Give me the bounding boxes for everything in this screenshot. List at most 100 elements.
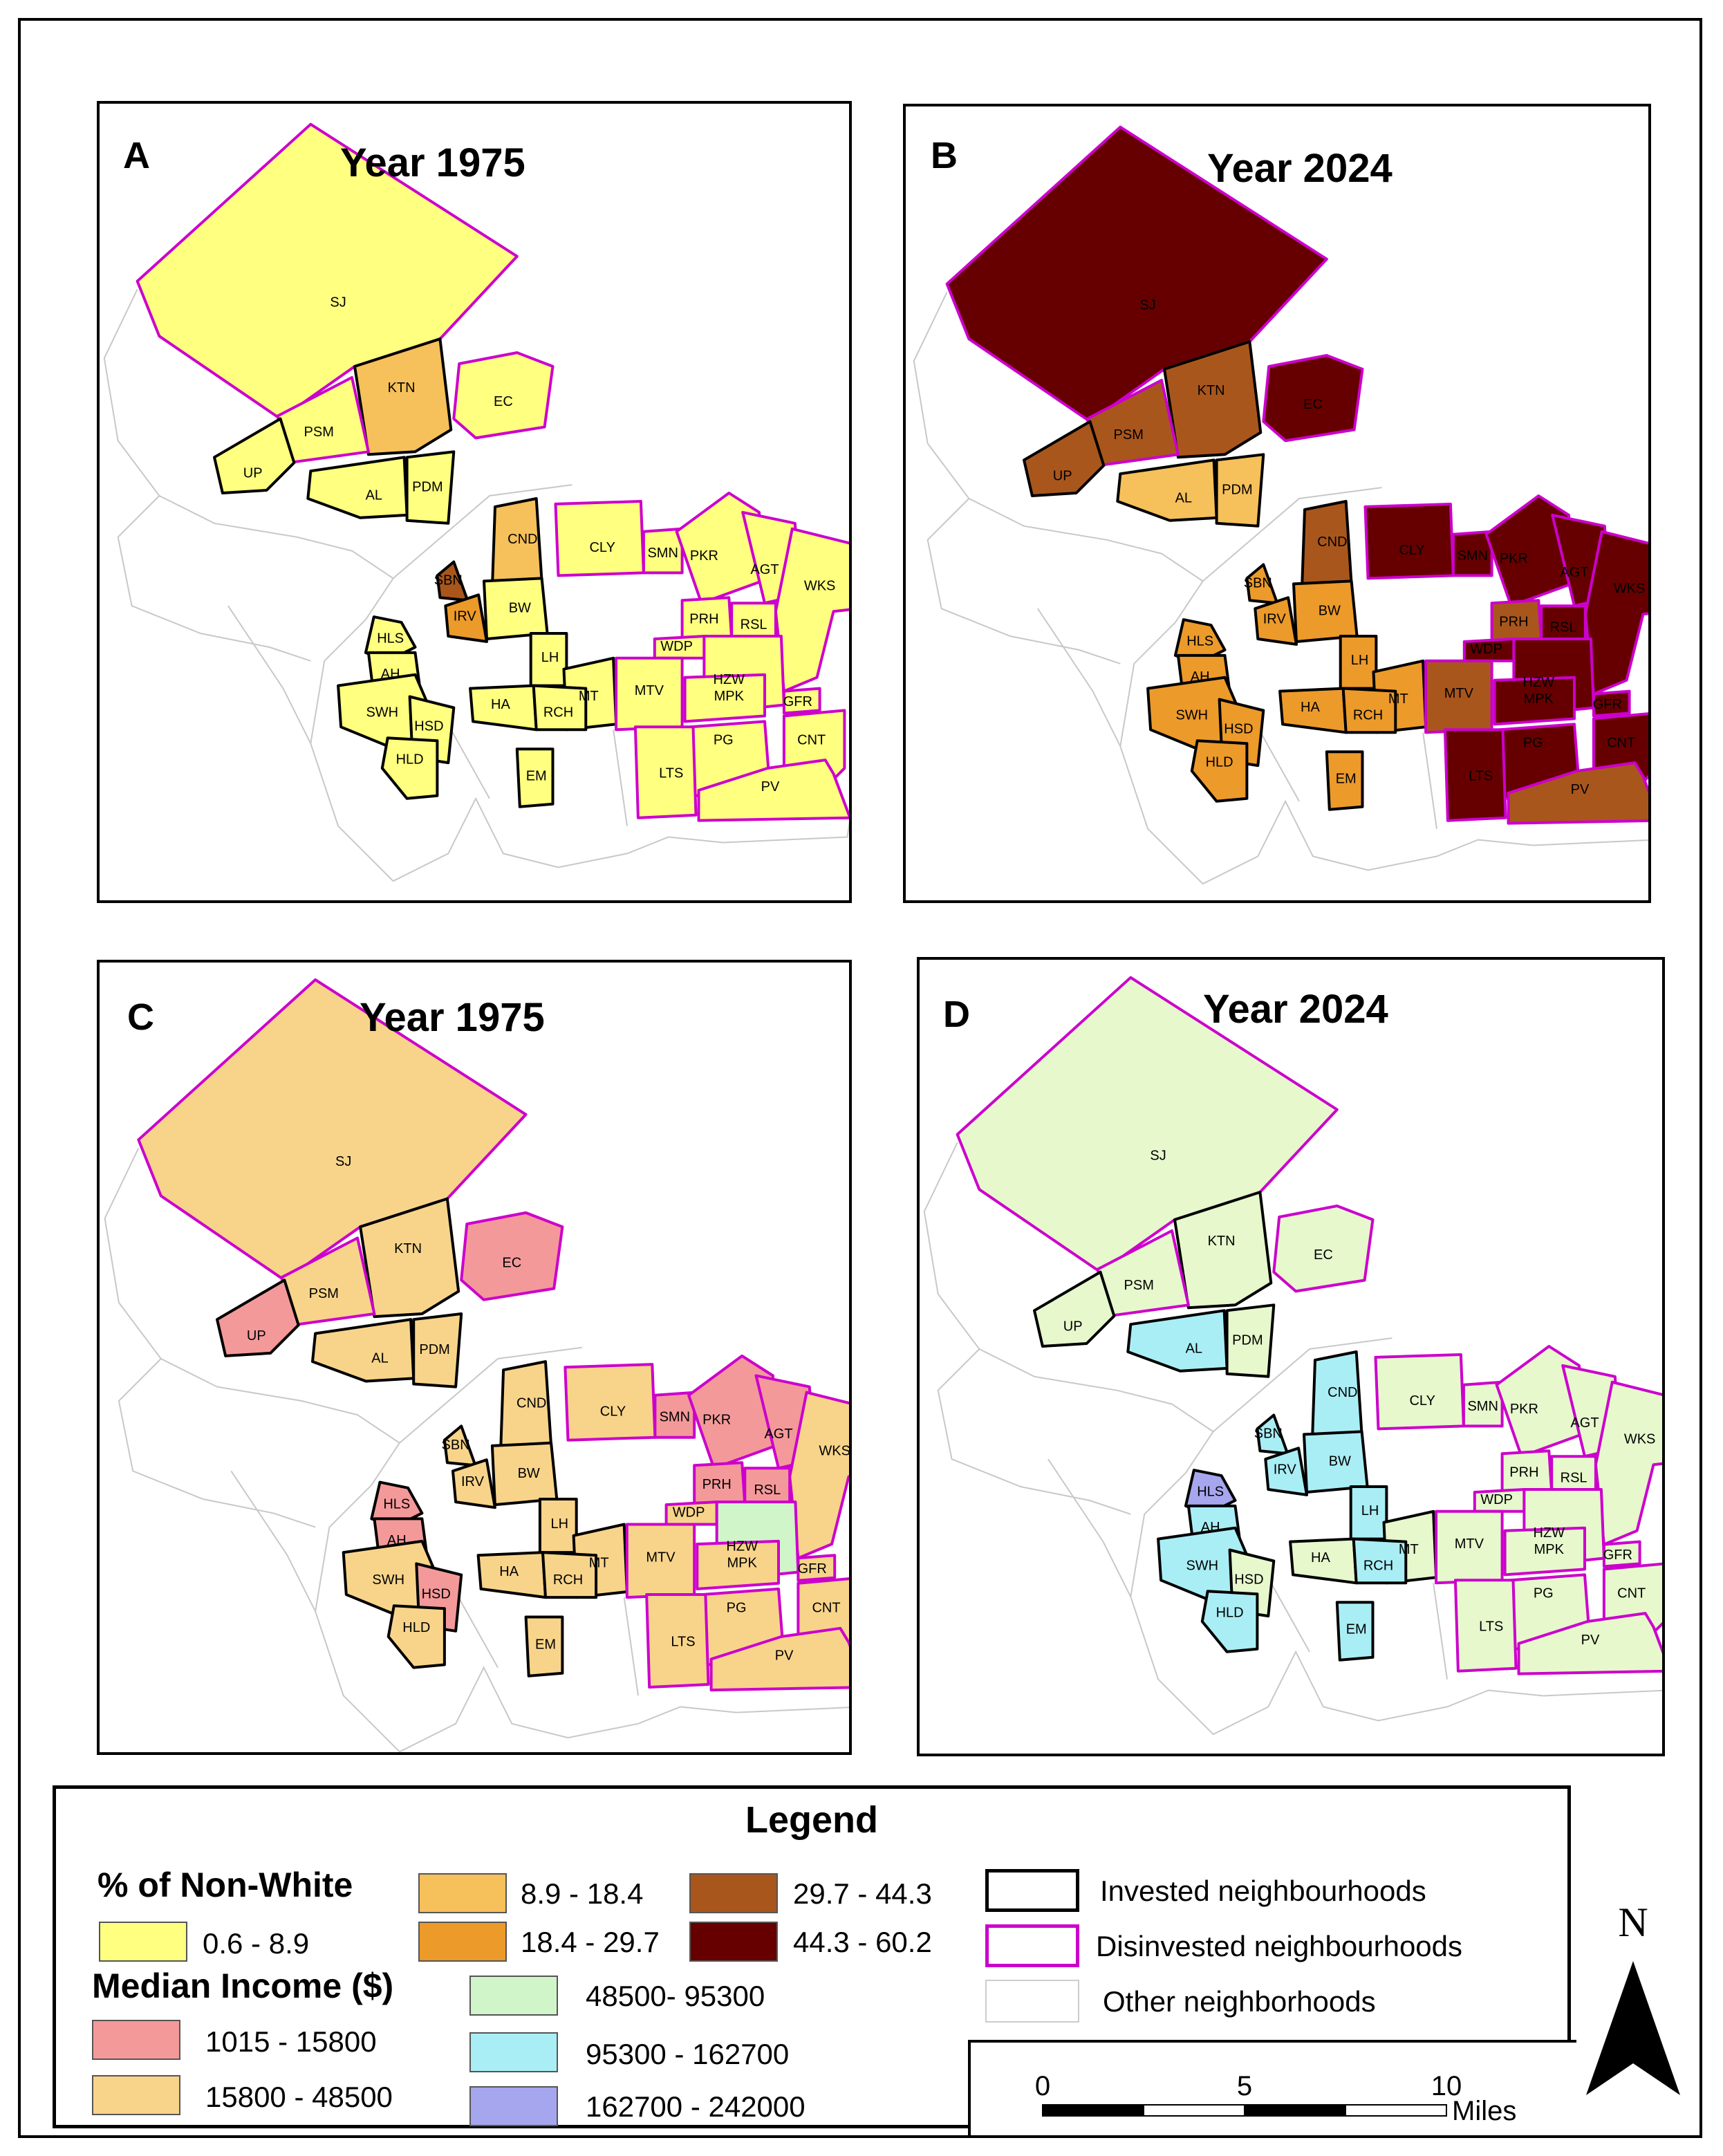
neighborhood-label-rch: RCH bbox=[1353, 708, 1383, 723]
neighborhood-label-ha: HA bbox=[499, 1564, 519, 1579]
invested-outline-label: Invested neighbourhoods bbox=[1100, 1875, 1426, 1907]
scale-tick-2: 10 bbox=[1431, 2071, 1462, 2101]
neighborhood-label-lh: LH bbox=[541, 650, 559, 665]
neighborhood-label-prh: PRH bbox=[1499, 614, 1528, 629]
income-heading: Median Income ($) bbox=[92, 1967, 394, 2005]
nonwhite-label-4: 44.3 - 60.2 bbox=[793, 1926, 932, 1958]
neighborhood-label-rsl: RSL bbox=[1550, 620, 1577, 635]
neighborhood-label-lh: LH bbox=[1361, 1503, 1379, 1518]
neighborhood-label-hsd: HSD bbox=[414, 719, 443, 734]
neighborhood-irv bbox=[444, 593, 488, 643]
nonwhite-label-1: 8.9 - 18.4 bbox=[521, 1877, 644, 1910]
income-label-4: 162700 - 242000 bbox=[586, 2090, 805, 2123]
neighborhood-hld bbox=[1190, 739, 1249, 803]
neighborhood-label-prh: PRH bbox=[689, 611, 718, 626]
neighborhood-pdm bbox=[412, 1312, 463, 1388]
neighborhood-label-gfr: GFR bbox=[783, 694, 812, 709]
neighborhood-label-mpk: MPK bbox=[714, 689, 745, 704]
neighborhood-label-up: UP bbox=[1063, 1319, 1083, 1334]
neighborhood-label-hls: HLS bbox=[377, 631, 404, 646]
neighborhood-label-cly: CLY bbox=[1409, 1393, 1435, 1409]
nonwhite-heading: % of Non-White bbox=[97, 1866, 353, 1904]
neighborhood-label-lts: LTS bbox=[671, 1634, 695, 1649]
neighborhood-label-wdp: WDP bbox=[660, 639, 693, 654]
map-panel-d: SJ KTN EC PSM UP AL PDM CND SBN IRV BW CLY SMN PKR AGT… bbox=[917, 957, 1665, 1756]
neighborhood-label-ah: AH bbox=[1191, 669, 1210, 685]
neighborhood-label-swh: SWH bbox=[1175, 708, 1208, 723]
neighborhood-up bbox=[213, 417, 296, 494]
neighborhood-label-pdm: PDM bbox=[419, 1342, 449, 1357]
neighborhood-label-pkr: PKR bbox=[1500, 551, 1528, 566]
neighborhood-label-ec: EC bbox=[494, 394, 513, 409]
neighborhood-ec bbox=[452, 351, 555, 440]
neighborhood-label-al: AL bbox=[1175, 490, 1192, 505]
other-outline-label: Other neighborhoods bbox=[1103, 1985, 1376, 2018]
neighborhood-label-sj: SJ bbox=[1139, 298, 1155, 313]
neighborhood-label-mbw: BW bbox=[1329, 1453, 1351, 1469]
neighborhood-label-ha: HA bbox=[1301, 700, 1320, 715]
income-label-2: 48500- 95300 bbox=[586, 1980, 765, 2012]
neighborhood-cly bbox=[554, 500, 645, 577]
neighborhood-label-hzw: HZW bbox=[1523, 675, 1555, 690]
disinvested-outline-label: Disinvested neighbourhoods bbox=[1096, 1930, 1463, 1962]
neighborhood-label-sbn: SBN bbox=[1244, 576, 1272, 591]
neighborhood-label-irv: IRV bbox=[1274, 1462, 1297, 1477]
neighborhood-cly bbox=[1374, 1353, 1465, 1431]
neighborhood-pv bbox=[697, 759, 849, 822]
neighborhood-label-psm: PSM bbox=[1124, 1278, 1154, 1293]
map-d: SJ KTN EC PSM UP AL PDM CND SBN IRV BW CLY SMN PKR AGT… bbox=[923, 976, 1662, 1736]
neighborhood-label-pv: PV bbox=[761, 779, 780, 794]
neighborhood-label-irv: IRV bbox=[1263, 611, 1287, 626]
neighborhood-irv bbox=[1264, 1447, 1308, 1496]
neighborhood-ec bbox=[1262, 354, 1364, 443]
other-neighborhoods bbox=[913, 292, 1648, 885]
neighborhood-label-wdp: WDP bbox=[1480, 1492, 1513, 1507]
neighborhood-rch bbox=[1352, 1537, 1408, 1585]
map-panel-c: SJ KTN EC PSM UP AL PDM CND SBN IRV BW CLY SMN PKR AGT… bbox=[97, 960, 852, 1755]
neighborhood-label-em: EM bbox=[535, 1637, 556, 1652]
neighborhood-label-mtv: MTV bbox=[1444, 686, 1474, 701]
neighborhood-label-cnt: CNT bbox=[797, 732, 826, 747]
neighborhood-hld bbox=[386, 1604, 446, 1669]
neighborhood-ec bbox=[1272, 1205, 1375, 1293]
neighborhood-label-cnd: CND bbox=[507, 532, 537, 547]
panel-title: Year 2024 bbox=[1203, 987, 1388, 1032]
income-label-3: 95300 - 162700 bbox=[586, 2038, 790, 2070]
scale-bar: 0 5 10 Miles bbox=[968, 2040, 1576, 2137]
neighborhood-label-cly: CLY bbox=[589, 540, 615, 555]
neighborhood-label-agt: AGT bbox=[750, 562, 779, 577]
neighborhood-label-cnt: CNT bbox=[1607, 735, 1635, 750]
neighborhood-label-swh: SWH bbox=[1186, 1559, 1218, 1574]
map-a: SJ KTN EC PSM UP AL PDM CND SBN IRV BW CLY SMN PKR AGT… bbox=[103, 122, 849, 882]
neighborhood-mpk bbox=[696, 1539, 780, 1590]
neighborhood-irv bbox=[1254, 596, 1298, 646]
neighborhood-irv bbox=[451, 1458, 496, 1509]
neighborhood-label-cnd: CND bbox=[516, 1395, 546, 1411]
neighborhood-up bbox=[1023, 420, 1106, 497]
income-swatch-3 bbox=[469, 2032, 558, 2072]
neighborhood-em bbox=[524, 1615, 564, 1678]
panel-title: Year 1975 bbox=[340, 140, 525, 185]
neighborhood-smn bbox=[653, 1391, 696, 1439]
neighborhood-label-rsl: RSL bbox=[741, 617, 767, 632]
neighborhood-gfr bbox=[1592, 689, 1631, 718]
neighborhood-label-em: EM bbox=[526, 768, 547, 783]
neighborhood-up bbox=[1033, 1270, 1116, 1348]
neighborhood-label-sbn: SBN bbox=[442, 1438, 470, 1453]
neighborhood-up bbox=[216, 1279, 300, 1357]
neighborhood-label-ktn: KTN bbox=[394, 1241, 422, 1256]
neighborhood-label-mpk: MPK bbox=[1524, 691, 1554, 707]
neighborhood-pv bbox=[1507, 761, 1648, 825]
neighborhood-label-pg: PG bbox=[714, 732, 734, 747]
neighborhood-label-al: AL bbox=[1186, 1341, 1202, 1356]
neighborhood-label-mpk: MPK bbox=[727, 1556, 758, 1571]
map-panel-b: SJ KTN EC PSM UP AL PDM CND SBN IRV BW CLY SMN PKR AGT… bbox=[903, 104, 1651, 903]
neighborhood-rch bbox=[532, 684, 588, 732]
neighborhood-hld bbox=[1200, 1590, 1259, 1653]
neighborhood-mpk bbox=[1493, 676, 1576, 726]
neighborhood-smn bbox=[642, 527, 684, 575]
neighborhood-label-hls: HLS bbox=[383, 1496, 410, 1512]
neighborhood-label-ktn: KTN bbox=[388, 380, 416, 396]
neighborhood-label-rch: RCH bbox=[543, 705, 573, 721]
neighborhood-label-ec: EC bbox=[1303, 397, 1323, 412]
